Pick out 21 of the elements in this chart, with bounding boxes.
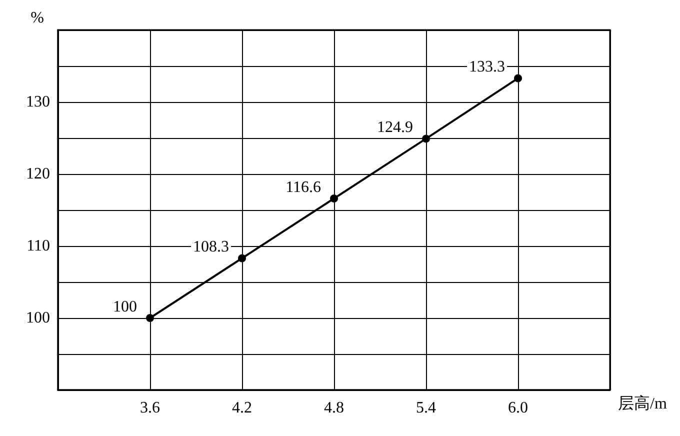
data-label: 116.6 bbox=[286, 178, 321, 196]
data-label: 124.9 bbox=[377, 119, 413, 136]
point bbox=[146, 314, 154, 322]
point bbox=[238, 254, 246, 262]
x-tick-label: 4.8 bbox=[324, 400, 344, 416]
x-tick-label: 4.2 bbox=[232, 400, 252, 416]
point bbox=[422, 134, 430, 143]
y-tick-label: 130 bbox=[26, 94, 50, 110]
y-tick-label: 110 bbox=[26, 238, 50, 254]
point bbox=[514, 74, 522, 82]
y-tick-label: 100 bbox=[26, 310, 50, 326]
x-axis-title: 层高/m bbox=[618, 394, 668, 412]
data-label: 100 bbox=[113, 298, 137, 316]
data-label: 108.3 bbox=[193, 238, 229, 256]
x-tick-label: 5.4 bbox=[416, 400, 436, 416]
y-tick-label: 120 bbox=[26, 166, 50, 182]
x-tick-label: 6.0 bbox=[508, 400, 528, 416]
x-tick-label: 3.6 bbox=[140, 400, 160, 416]
y-axis-title: % bbox=[30, 10, 44, 26]
data-label: 133.3 bbox=[469, 58, 505, 76]
point bbox=[330, 194, 338, 202]
